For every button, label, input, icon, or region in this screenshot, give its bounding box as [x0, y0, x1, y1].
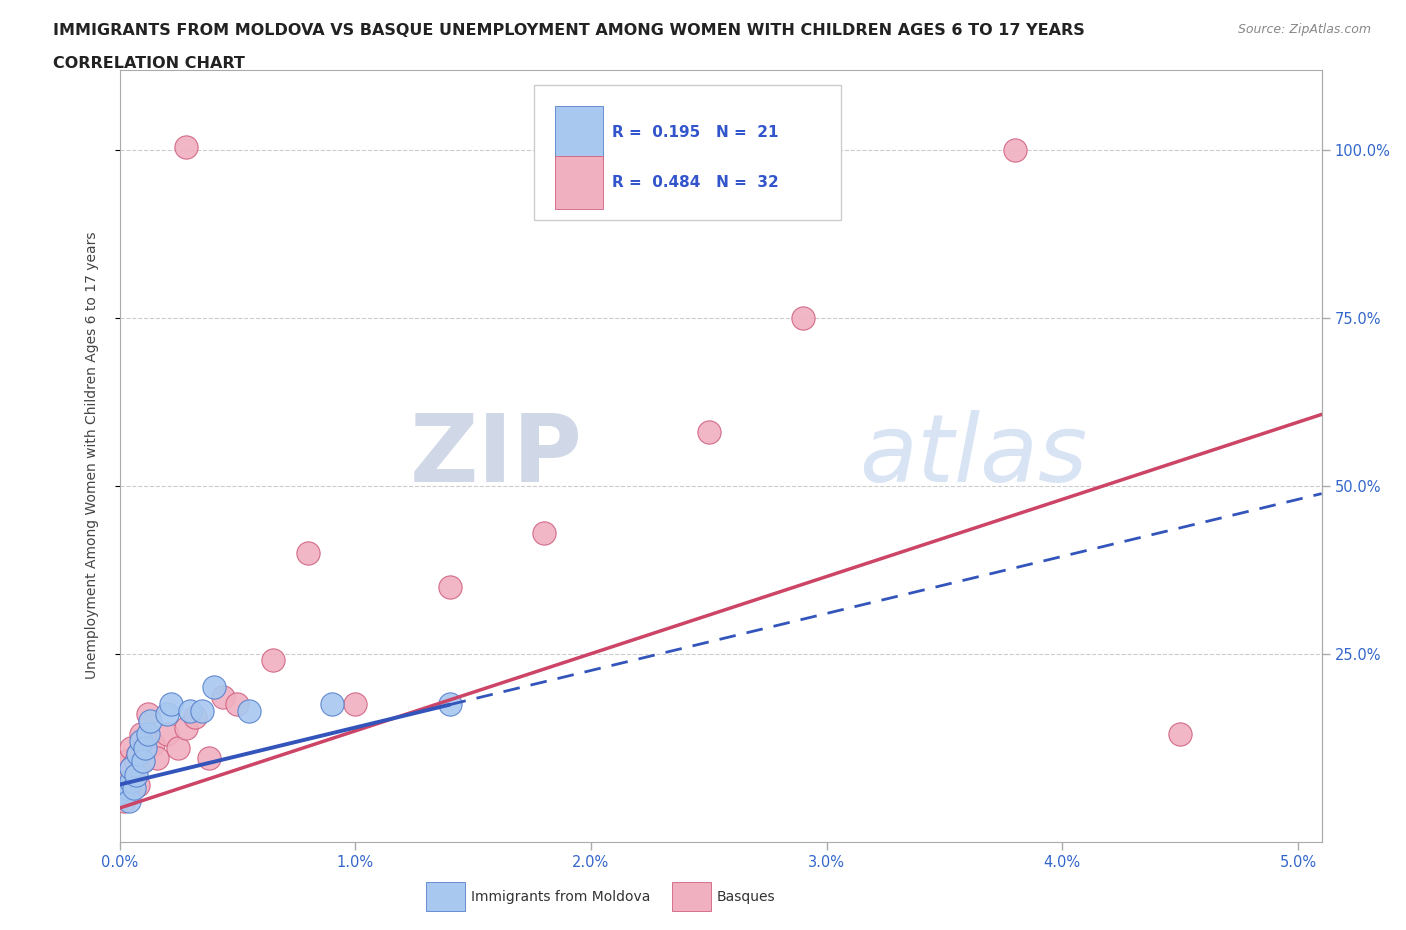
Point [122, 780, 145, 795]
Point [120, 740, 142, 755]
Point [1168, 727, 1191, 742]
Point [697, 425, 720, 440]
Text: Basques: Basques [717, 889, 776, 904]
Point [136, 727, 159, 742]
Point [115, 753, 138, 768]
Text: IMMIGRANTS FROM MOLDOVA VS BASQUE UNEMPLOYMENT AMONG WOMEN WITH CHILDREN AGES 6 : IMMIGRANTS FROM MOLDOVA VS BASQUE UNEMPL… [53, 23, 1085, 38]
Text: R =  0.484   N =  32: R = 0.484 N = 32 [613, 175, 779, 190]
Point [156, 707, 179, 722]
Point [127, 747, 149, 762]
Point [127, 747, 149, 762]
Point [1004, 143, 1026, 158]
Point [184, 710, 207, 724]
Point [112, 794, 135, 809]
FancyBboxPatch shape [534, 86, 841, 220]
FancyBboxPatch shape [555, 156, 603, 208]
Point [115, 774, 138, 789]
Point [118, 780, 141, 795]
Text: R =  0.195   N =  21: R = 0.195 N = 21 [613, 125, 779, 140]
Point [179, 703, 201, 718]
Point [533, 525, 555, 540]
Point [125, 753, 148, 768]
Point [439, 579, 461, 594]
Text: atlas: atlas [859, 410, 1087, 501]
Point [174, 720, 197, 735]
Point [344, 697, 367, 711]
Point [112, 787, 135, 802]
Point [160, 697, 183, 711]
Point [262, 653, 284, 668]
Point [202, 680, 225, 695]
Point [134, 740, 156, 755]
Text: Immigrants from Moldova: Immigrants from Moldova [471, 889, 651, 904]
Point [439, 697, 461, 711]
Point [129, 734, 152, 749]
Point [136, 707, 159, 722]
Point [132, 753, 155, 768]
Point [297, 546, 319, 561]
Point [167, 740, 190, 755]
Point [226, 697, 249, 711]
Point [141, 737, 163, 751]
Point [238, 703, 260, 718]
Y-axis label: Unemployment Among Women with Children Ages 6 to 17 years: Unemployment Among Women with Children A… [84, 232, 98, 680]
Point [139, 713, 162, 728]
Point [120, 774, 142, 789]
Point [125, 767, 148, 782]
Point [321, 697, 343, 711]
Text: Source: ZipAtlas.com: Source: ZipAtlas.com [1237, 23, 1371, 36]
Point [792, 311, 814, 325]
Point [118, 794, 141, 809]
Text: ZIP: ZIP [409, 410, 582, 501]
Point [122, 774, 145, 789]
Point [174, 140, 197, 154]
Point [191, 703, 214, 718]
Point [111, 787, 134, 802]
Point [132, 753, 155, 768]
Point [212, 690, 235, 705]
Point [120, 761, 142, 776]
Point [120, 761, 142, 776]
Point [146, 751, 169, 765]
Point [127, 777, 149, 792]
Point [115, 780, 138, 795]
Text: CORRELATION CHART: CORRELATION CHART [53, 56, 245, 71]
Point [198, 751, 221, 765]
Point [156, 727, 179, 742]
FancyBboxPatch shape [555, 106, 603, 158]
Point [129, 727, 152, 742]
